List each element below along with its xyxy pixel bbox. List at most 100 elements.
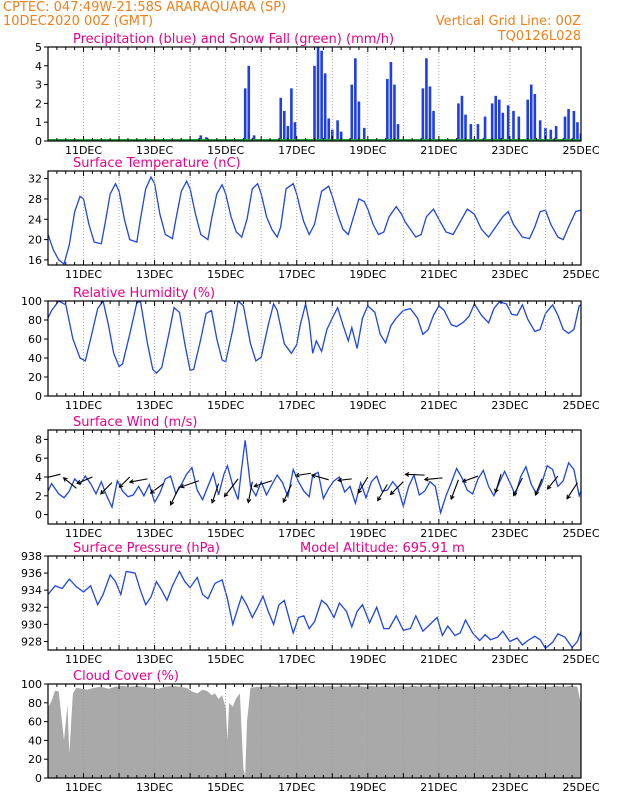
y-tick-label: 6 — [35, 452, 42, 465]
wind-vector — [77, 476, 93, 484]
precip-bar — [549, 129, 553, 141]
x-tick-label: 15DEC — [207, 268, 244, 281]
wind-vector — [63, 477, 77, 489]
header-model-id: TQ0126L028 — [497, 29, 581, 44]
pressure-title: Surface Pressure (hPa) — [73, 541, 220, 556]
x-tick-label: 25DEC — [562, 653, 599, 666]
precip-bar — [476, 124, 480, 141]
temperature-data — [48, 175, 581, 265]
y-tick-label: 100 — [21, 295, 42, 308]
wind-vector — [295, 472, 312, 477]
wind-arrowhead — [179, 483, 185, 489]
x-tick-label: 21DEC — [420, 144, 457, 157]
precip-bar — [323, 73, 327, 141]
y-tick-label: 28 — [28, 193, 42, 206]
wind-vector — [311, 474, 329, 481]
wind-vector — [357, 476, 369, 494]
x-tick-label: 23DEC — [491, 653, 528, 666]
humidity-data — [48, 301, 581, 375]
precip-bar — [320, 50, 323, 141]
y-tick-label: 20 — [28, 371, 42, 384]
precip-bar — [279, 97, 283, 141]
x-tick-label: 23DEC — [491, 144, 528, 157]
wind-arrowhead — [389, 490, 395, 496]
y-tick-label: 24 — [28, 213, 42, 226]
y-tick-label: 928 — [21, 635, 42, 648]
humidity-line — [48, 301, 581, 375]
wind-arrowhead — [223, 492, 229, 498]
x-tick-label: 25DEC — [562, 399, 599, 412]
x-tick-label: 11DEC — [65, 268, 102, 281]
humidity-title: Relative Humidity (%) — [73, 286, 215, 301]
cloud-panel: 0 20 40 60 80 100 11DEC 13DEC 15DEC 17DEC 19DEC 21D… — [21, 669, 600, 794]
x-tick-label: 23DEC — [491, 527, 528, 540]
wind-arrowhead — [357, 488, 362, 494]
wind-arrowhead — [337, 477, 343, 483]
y-tick-label: 934 — [21, 584, 42, 597]
precip-bar — [252, 135, 256, 141]
wind-vector — [224, 478, 239, 497]
precip-bar — [506, 105, 510, 141]
wind-arrowhead — [149, 489, 155, 494]
precip-bar — [563, 116, 567, 141]
wind-arrowhead — [546, 484, 552, 490]
precip-data — [48, 47, 581, 141]
x-tick-label: 21DEC — [420, 268, 457, 281]
pressure-data — [48, 569, 581, 650]
precip-bar — [512, 110, 515, 141]
precip-bar — [494, 95, 498, 141]
y-tick-label: 4 — [35, 60, 42, 73]
x-tick-label: 19DEC — [349, 781, 386, 794]
wind-vector — [48, 473, 61, 478]
wind-arrowhead — [282, 498, 287, 504]
precip-bar — [460, 95, 464, 141]
y-tick-label: 40 — [28, 734, 42, 747]
wind-vector — [211, 483, 220, 503]
precip-bar — [497, 99, 501, 141]
precip-bar — [469, 124, 473, 141]
precip-bar — [529, 84, 533, 141]
wind-arrowhead — [99, 489, 105, 495]
y-tick-label: 5 — [35, 41, 42, 54]
precip-bar — [490, 103, 494, 141]
x-tick-label: 13DEC — [136, 527, 173, 540]
header-run-time: 10DEC2020 00Z (GMT) — [3, 14, 153, 29]
wind-arrowhead — [494, 488, 499, 494]
y-tick-label: 80 — [28, 314, 42, 327]
precip-bar — [330, 129, 334, 141]
wind-arrowhead — [512, 491, 518, 497]
wind-vector — [535, 478, 543, 496]
wind-arrowhead — [310, 473, 316, 479]
temperature-frame — [47, 170, 582, 266]
precip-bar — [421, 88, 425, 141]
precip-bar — [457, 103, 460, 141]
wind-vector — [180, 480, 200, 488]
x-tick-label: 25DEC — [562, 268, 599, 281]
x-tick-label: 17DEC — [278, 144, 315, 157]
precip-bar — [483, 116, 487, 141]
wind-vector — [170, 486, 180, 506]
x-tick-label: 15DEC — [207, 144, 244, 157]
precip-bar — [576, 122, 579, 141]
wind-vector — [494, 474, 502, 493]
precip-bar — [362, 127, 366, 141]
wind-arrowhead — [450, 494, 455, 501]
precip-bar — [336, 120, 339, 141]
x-tick-label: 17DEC — [278, 527, 315, 540]
x-tick-label: 13DEC — [136, 399, 173, 412]
x-tick-label: 15DEC — [207, 653, 244, 666]
precip-bar — [393, 84, 396, 141]
x-tick-label: 19DEC — [349, 399, 386, 412]
header-grid-note: Vertical Grid Line: 00Z — [436, 14, 581, 29]
precip-bar — [533, 94, 537, 141]
precip-bar — [572, 110, 576, 141]
wind-arrowhead — [128, 479, 134, 484]
y-tick-label: 60 — [28, 716, 42, 729]
precip-bar — [293, 122, 297, 141]
x-tick-label: 11DEC — [65, 144, 102, 157]
x-tick-label: 25DEC — [562, 144, 599, 157]
y-tick-label: 40 — [28, 352, 42, 365]
y-tick-label: 930 — [21, 618, 42, 631]
wind-arrowhead — [294, 472, 300, 478]
